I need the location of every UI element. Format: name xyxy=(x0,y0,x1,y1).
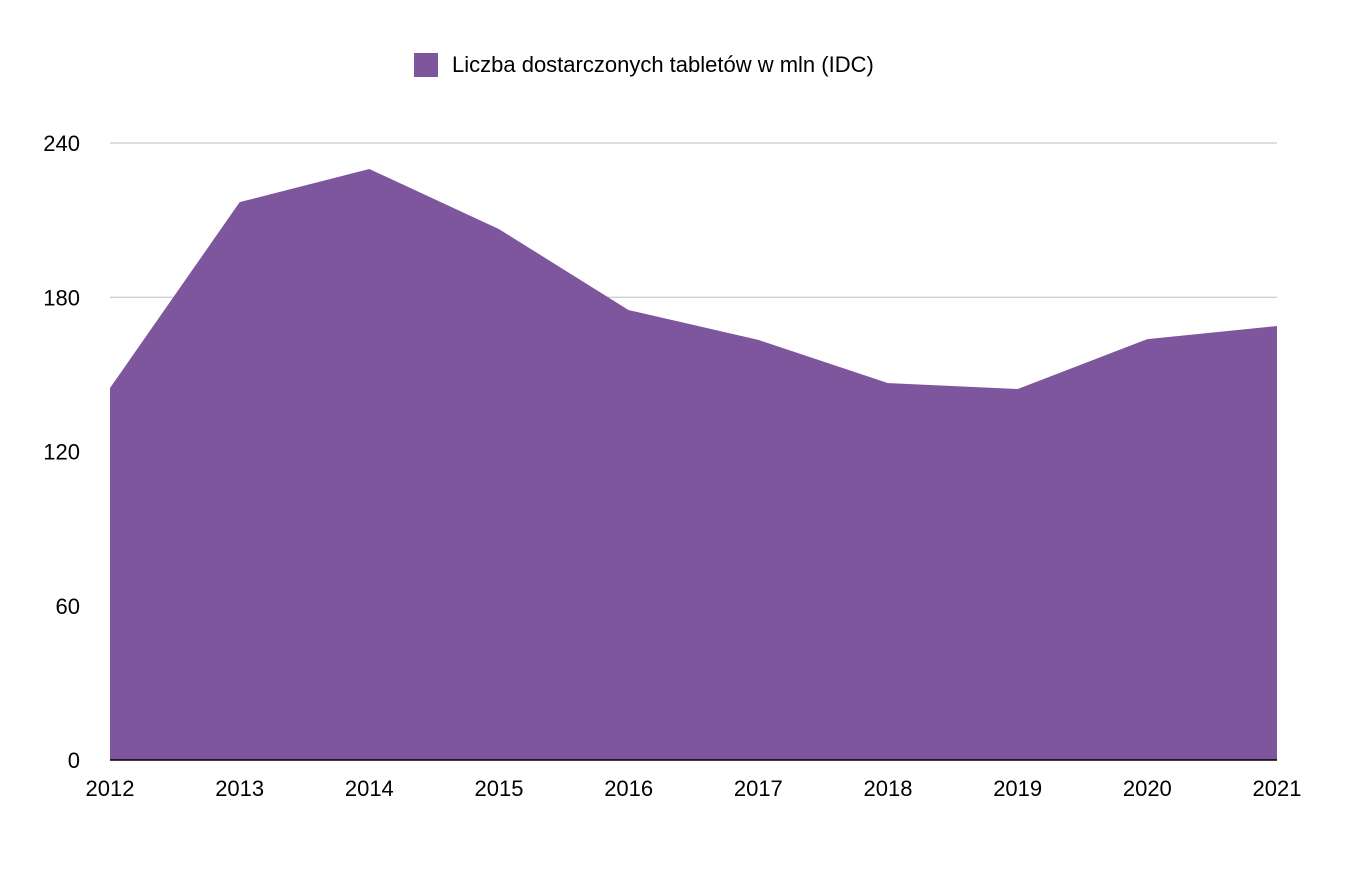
legend-label: Liczba dostarczonych tabletów w mln (IDC… xyxy=(452,52,874,77)
y-tick-label: 60 xyxy=(56,594,80,619)
x-tick-label: 2014 xyxy=(345,776,394,801)
x-tick-label: 2013 xyxy=(215,776,264,801)
x-tick-label: 2018 xyxy=(864,776,913,801)
legend: Liczba dostarczonych tabletów w mln (IDC… xyxy=(414,52,874,78)
y-tick-label: 180 xyxy=(43,285,80,310)
x-tick-label: 2019 xyxy=(993,776,1042,801)
legend-swatch xyxy=(414,53,438,77)
y-tick-label: 240 xyxy=(43,131,80,156)
x-tick-label: 2016 xyxy=(604,776,653,801)
y-tick-label: 120 xyxy=(43,440,80,465)
x-tick-label: 2012 xyxy=(86,776,135,801)
x-tick-label: 2021 xyxy=(1253,776,1302,801)
x-tick-label: 2017 xyxy=(734,776,783,801)
x-tick-label: 2015 xyxy=(475,776,524,801)
area-series xyxy=(110,168,1277,760)
y-tick-label: 0 xyxy=(68,748,80,773)
x-tick-label: 2020 xyxy=(1123,776,1172,801)
